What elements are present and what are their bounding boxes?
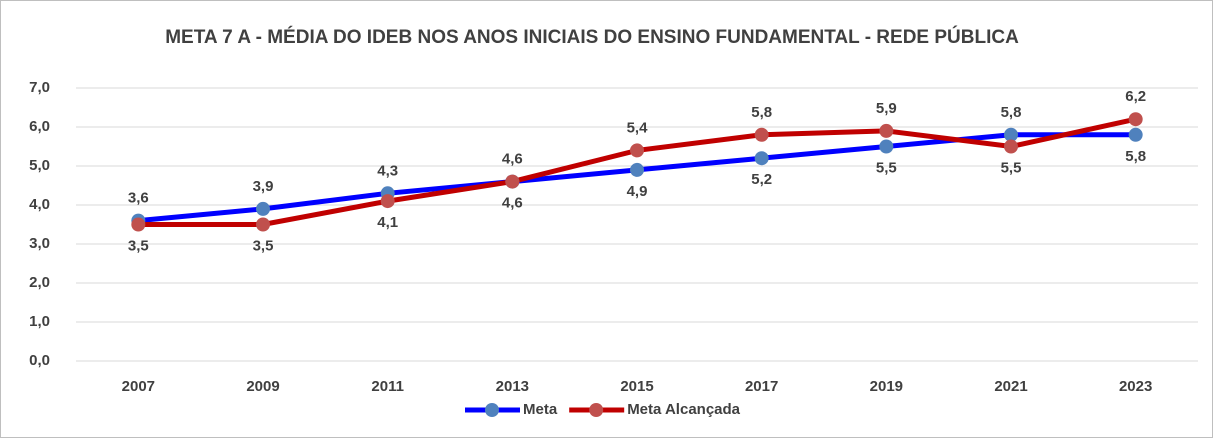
marker <box>256 201 270 216</box>
data-label: 5,5 <box>1001 159 1022 176</box>
marker <box>1004 127 1018 142</box>
marker <box>380 194 395 209</box>
data-label: 3,9 <box>253 178 274 195</box>
marker <box>1128 127 1143 142</box>
data-label: 4,6 <box>502 195 523 212</box>
data-label: 3,5 <box>128 237 149 254</box>
marker <box>879 123 894 138</box>
marker <box>1004 139 1018 154</box>
y-tick-label: 2,0 <box>29 274 50 291</box>
marker <box>505 174 520 189</box>
y-tick-label: 6,0 <box>29 118 50 135</box>
legend-label: Meta <box>523 401 558 418</box>
data-label: 5,5 <box>876 159 897 176</box>
marker <box>754 127 769 142</box>
data-label: 4,6 <box>502 151 523 168</box>
y-tick-label: 3,0 <box>29 235 50 252</box>
data-label: 5,2 <box>751 171 772 188</box>
data-label: 4,3 <box>377 162 398 179</box>
chart-title: META 7 A - MÉDIA DO IDEB NOS ANOS INICIA… <box>165 26 1019 48</box>
y-tick-label: 5,0 <box>29 157 50 174</box>
legend-label: Meta Alcançada <box>627 401 740 418</box>
x-tick-label: 2023 <box>1119 378 1152 395</box>
data-label: 6,2 <box>1125 88 1146 105</box>
data-label: 3,5 <box>253 237 274 254</box>
legend-marker <box>589 403 604 417</box>
data-label: 3,6 <box>128 190 149 207</box>
x-tick-label: 2017 <box>745 378 778 395</box>
data-label: 5,8 <box>1125 148 1146 165</box>
marker <box>879 139 894 154</box>
x-tick-label: 2015 <box>620 378 653 395</box>
data-label: 5,8 <box>751 104 772 121</box>
marker <box>256 217 270 232</box>
y-tick-label: 0,0 <box>29 352 50 369</box>
legend-marker <box>485 403 499 417</box>
y-tick-label: 1,0 <box>29 313 50 330</box>
marker <box>131 217 146 232</box>
y-tick-label: 4,0 <box>29 196 50 213</box>
marker <box>1128 112 1143 127</box>
x-tick-label: 2007 <box>122 378 155 395</box>
marker <box>754 151 769 166</box>
x-tick-label: 2019 <box>870 378 903 395</box>
x-tick-label: 2021 <box>994 378 1027 395</box>
x-tick-label: 2011 <box>371 378 404 395</box>
marker <box>630 143 644 158</box>
y-tick-label: 7,0 <box>29 79 50 96</box>
data-label: 4,1 <box>377 214 398 231</box>
x-tick-label: 2013 <box>496 378 529 395</box>
data-label: 5,4 <box>627 119 649 136</box>
x-tick-label: 2009 <box>246 378 279 395</box>
marker <box>630 162 644 177</box>
data-label: 5,8 <box>1001 104 1022 121</box>
data-label: 4,9 <box>627 183 648 200</box>
data-label: 5,9 <box>876 100 897 117</box>
